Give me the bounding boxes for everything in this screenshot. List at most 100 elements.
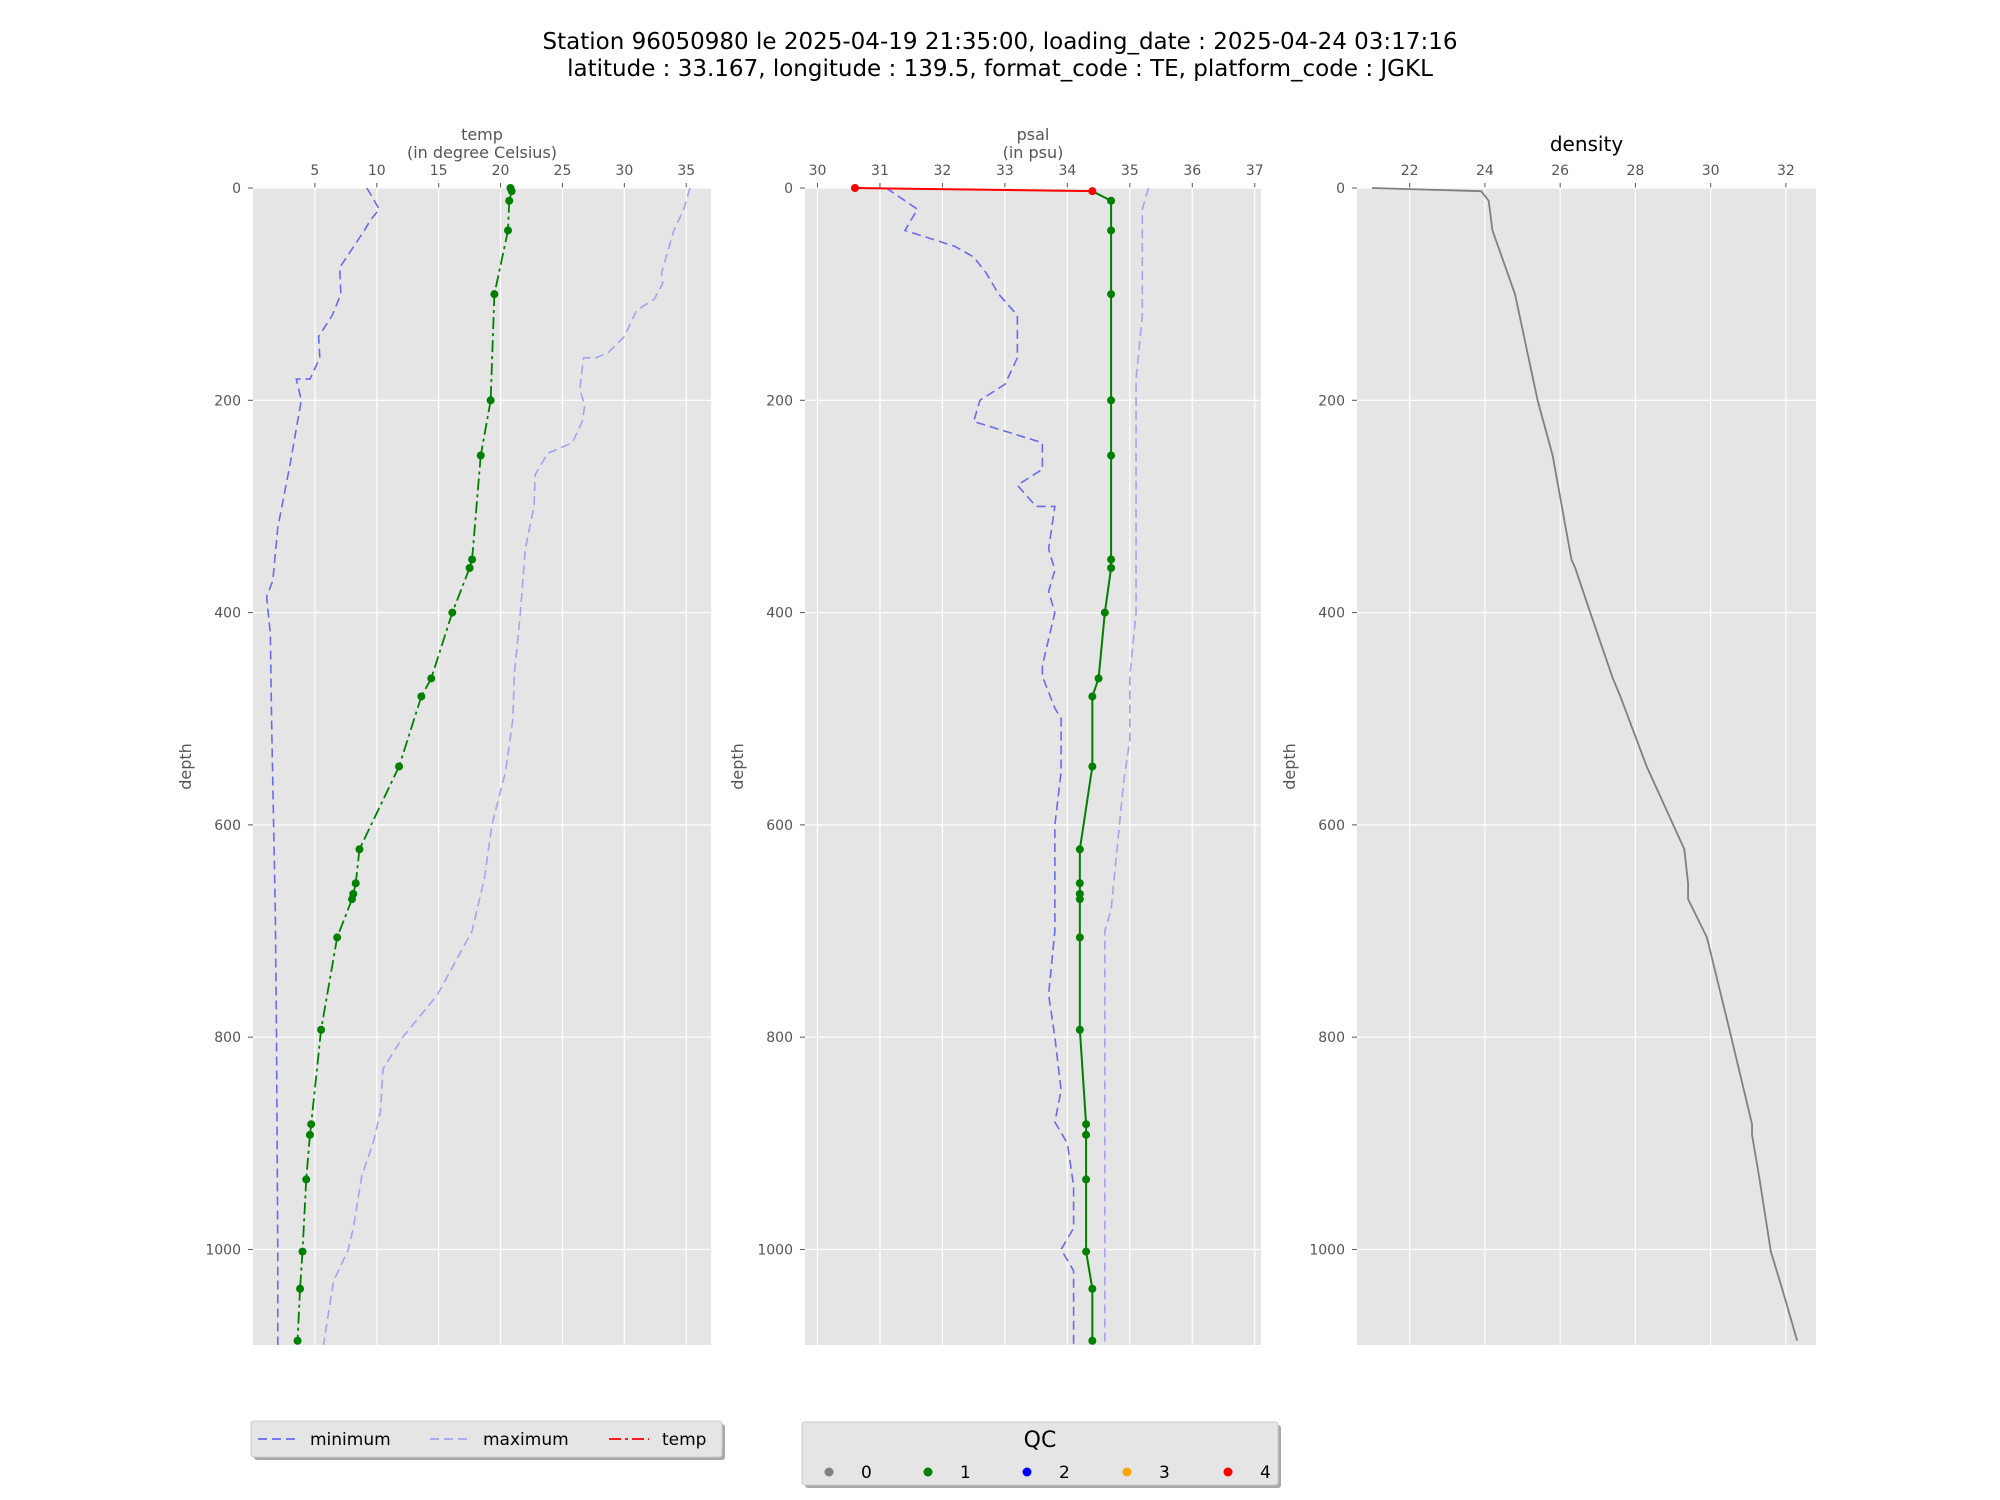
figure-title-line2: latitude : 33.167, longitude : 139.5, fo… xyxy=(567,56,1433,82)
series-temp-segment xyxy=(296,1288,301,1341)
series-psal-point xyxy=(1107,196,1116,205)
series-temp-point xyxy=(351,879,360,888)
x-tick-label: 31 xyxy=(871,163,889,179)
series-temp-point xyxy=(298,1247,307,1256)
series-psal-point xyxy=(1107,564,1116,573)
x-tick-label: 32 xyxy=(1777,163,1795,179)
series-psal-point xyxy=(1082,1120,1091,1129)
series-temp-point xyxy=(486,396,495,405)
series-psal-point xyxy=(1107,396,1116,405)
series-minimum-line xyxy=(265,187,381,1345)
series-temp-segment xyxy=(305,1134,311,1180)
series-temp-point xyxy=(317,1025,326,1034)
panel-2: 22 24 26 28 30 32 0 200 400 600 800 1000 density dept… xyxy=(1280,132,1816,1345)
panel-0: 5 10 15 20 25 30 35 0 200 400 600 800 1000 temp (in de… xyxy=(176,125,711,1346)
legend-label: minimum xyxy=(310,1430,391,1450)
panel-title-line: (in psu) xyxy=(1003,143,1064,162)
qc-legend-title: QC xyxy=(1024,1428,1057,1453)
y-axis-label: depth xyxy=(728,743,747,790)
x-tick-label: 37 xyxy=(1246,163,1264,179)
y-tick-label: 1000 xyxy=(205,1242,241,1258)
x-tick-label: 30 xyxy=(615,163,633,179)
series-temp-point xyxy=(296,1284,305,1293)
series-temp-point xyxy=(507,187,516,196)
series-temp-point xyxy=(468,555,477,564)
legend-frame xyxy=(250,1420,723,1458)
series-psal-point xyxy=(1088,187,1097,196)
series-psal-point xyxy=(1082,1175,1091,1184)
y-tick-label: 200 xyxy=(1318,393,1345,409)
y-tick-label: 600 xyxy=(1318,818,1345,834)
series-temp-segment xyxy=(493,230,509,295)
x-tick-label: 35 xyxy=(677,163,695,179)
panel-title: density xyxy=(1550,132,1623,156)
series-temp-segment xyxy=(354,849,361,884)
series-density-line xyxy=(1372,187,1799,1342)
series-temp-segment xyxy=(430,612,454,679)
y-tick-label: 400 xyxy=(766,606,793,622)
series-psal-point xyxy=(1088,1336,1097,1345)
qc-legend-marker xyxy=(1122,1467,1132,1477)
qc-legend-label: 0 xyxy=(861,1463,872,1483)
series-psal-point xyxy=(1075,895,1084,904)
series-psal-point xyxy=(1100,608,1109,617)
series-psal-point xyxy=(1088,1284,1097,1293)
series-psal-segment xyxy=(854,187,1093,193)
series-psal-point xyxy=(1082,1130,1091,1139)
series-psal-point xyxy=(1094,674,1103,683)
y-tick-label: 0 xyxy=(1336,181,1345,197)
series-psal-point xyxy=(1075,933,1084,942)
series-temp-point xyxy=(490,290,499,299)
legend-profile: minimum maximum temp xyxy=(250,1420,725,1460)
series-psal-segment xyxy=(1103,567,1113,613)
y-tick-label: 600 xyxy=(766,818,793,834)
series-maximum-line xyxy=(1104,187,1150,1345)
x-tick-label: 22 xyxy=(1401,163,1419,179)
y-tick-label: 800 xyxy=(214,1030,241,1046)
y-tick-label: 1000 xyxy=(757,1242,793,1258)
plot-area xyxy=(805,188,1261,1345)
qc-legend-marker xyxy=(1022,1467,1032,1477)
legend-qc: QC 0 1 2 3 4 xyxy=(801,1421,1281,1488)
y-tick-label: 800 xyxy=(766,1030,793,1046)
x-tick-label: 33 xyxy=(996,163,1014,179)
x-tick-label: 36 xyxy=(1183,163,1201,179)
qc-legend-label: 4 xyxy=(1260,1463,1271,1483)
series-psal-point xyxy=(1107,290,1116,299)
series-temp-point xyxy=(395,762,404,771)
qc-legend-label: 1 xyxy=(960,1463,971,1483)
y-tick-label: 0 xyxy=(232,181,241,197)
series-temp-point xyxy=(465,564,474,573)
x-tick-label: 35 xyxy=(1121,163,1139,179)
plot-area xyxy=(1357,188,1816,1345)
series-temp-point xyxy=(293,1336,302,1345)
y-axis-label: depth xyxy=(1280,743,1299,790)
series-psal-point xyxy=(850,184,859,192)
x-tick-label: 25 xyxy=(554,163,572,179)
x-tick-label: 34 xyxy=(1058,163,1076,179)
series-temp-point xyxy=(427,674,436,683)
series-psal-point xyxy=(1075,879,1084,888)
panel-1: 30 31 32 33 34 35 36 37 0 200 400 600 800 1000 psal (in… xyxy=(728,125,1264,1345)
series-temp-point xyxy=(476,451,485,460)
y-tick-label: 1000 xyxy=(1309,1242,1345,1258)
y-tick-label: 200 xyxy=(214,393,241,409)
series-psal-segment xyxy=(1078,1029,1088,1125)
qc-legend-marker xyxy=(923,1467,933,1477)
series-temp-segment xyxy=(336,898,353,938)
series-temp-point xyxy=(348,895,357,904)
series-psal-point xyxy=(1088,762,1097,771)
panel-title-line: temp xyxy=(461,125,503,144)
series-temp-segment xyxy=(489,294,496,401)
series-temp-segment xyxy=(299,1251,304,1289)
x-tick-label: 10 xyxy=(368,163,386,179)
series-temp-point xyxy=(355,845,364,854)
x-tick-label: 26 xyxy=(1551,163,1569,179)
x-tick-label: 32 xyxy=(934,163,952,179)
x-tick-label: 24 xyxy=(1476,163,1494,179)
panel-title-line: (in degree Celsius) xyxy=(407,143,557,162)
series-psal-segment xyxy=(1097,612,1106,679)
x-tick-label: 28 xyxy=(1626,163,1644,179)
x-tick-label: 15 xyxy=(430,163,448,179)
